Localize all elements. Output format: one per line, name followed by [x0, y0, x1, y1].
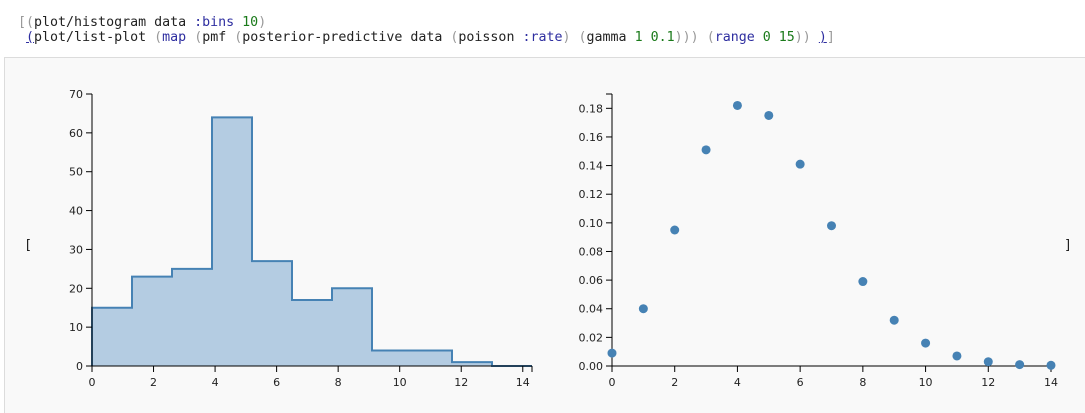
- x-tick-label: 4: [734, 376, 741, 389]
- y-tick-label: 0.04: [579, 303, 604, 316]
- scatter-point: [952, 351, 962, 361]
- y-tick-label: 30: [69, 243, 83, 256]
- code-token: ]: [826, 30, 835, 45]
- histogram-outline: [91, 116, 532, 367]
- x-tick-label: 0: [609, 376, 616, 389]
- code-token: [18, 30, 26, 45]
- code-line-2[interactable]: (plot/list-plot (map (pmf (posterior-pre…: [18, 30, 835, 46]
- code-token: (: [706, 30, 715, 45]
- y-tick-label: 50: [69, 166, 83, 179]
- code-token: ): [258, 15, 267, 30]
- scatter-point: [638, 304, 648, 314]
- output-cell: [ ] 0 10 20 30 40 50 60 70 0 2 4 6 8 10 12 14 0.00 0.02 0…: [4, 57, 1085, 413]
- code-token: gamma: [586, 30, 635, 45]
- x-tick-label: 10: [393, 376, 407, 389]
- x-tick-label: 10: [919, 376, 933, 389]
- code-token: 10: [242, 15, 259, 30]
- code-token: [234, 15, 242, 30]
- code-token: [811, 30, 819, 45]
- x-tick-label: 12: [454, 376, 468, 389]
- code-token: :rate: [522, 30, 563, 45]
- code-token: pmf: [202, 30, 235, 45]
- code-token: 15: [778, 30, 795, 45]
- code-token: )): [794, 30, 811, 45]
- code-token: (: [154, 30, 163, 45]
- y-tick-label: 70: [69, 88, 83, 101]
- code-line-1[interactable]: [(plot/histogram data :bins 10): [18, 15, 266, 31]
- code-token: [186, 30, 194, 45]
- code-token: (: [578, 30, 587, 45]
- scatter-point: [1046, 360, 1056, 370]
- y-tick-label: 60: [69, 127, 83, 140]
- y-tick-label: 0.02: [579, 331, 604, 344]
- scatter-point: [889, 315, 899, 325]
- code-token: 1: [634, 30, 643, 45]
- x-tick-label: 14: [516, 376, 530, 389]
- x-tick-label: 6: [797, 376, 804, 389]
- code-token: 0: [762, 30, 771, 45]
- scatter-point: [795, 159, 805, 169]
- code-token: [755, 30, 763, 45]
- code-token: range: [714, 30, 755, 45]
- code-token: ): [562, 30, 571, 45]
- y-tick-label: 0.10: [579, 217, 604, 230]
- code-token: poisson: [458, 30, 523, 45]
- scatter-point: [607, 348, 617, 358]
- code-token: (: [26, 30, 35, 45]
- y-tick-label: 20: [69, 282, 83, 295]
- y-tick-label: 0.00: [579, 360, 604, 373]
- x-tick-label: 2: [671, 376, 678, 389]
- code-token: ): [818, 30, 827, 45]
- code-token: [699, 30, 707, 45]
- scatter-point: [1015, 360, 1025, 370]
- code-token: [643, 30, 651, 45]
- code-token: 0.1: [650, 30, 675, 45]
- x-tick-label: 8: [335, 376, 342, 389]
- scatter-point: [670, 225, 680, 235]
- histogram-chart: 0 10 20 30 40 50 60 70 0 2 4 6 8 10 12 14: [69, 88, 533, 389]
- x-tick-label: 12: [981, 376, 995, 389]
- code-token: [771, 30, 779, 45]
- scatter-point: [858, 277, 868, 287]
- y-tick-label: 0.12: [579, 188, 604, 201]
- x-tick-label: 0: [89, 376, 96, 389]
- x-tick-label: 4: [212, 376, 219, 389]
- y-tick-label: 0.06: [579, 274, 604, 287]
- scatter-point: [921, 338, 931, 348]
- y-tick-label: 0.16: [579, 131, 604, 144]
- code-token: [571, 30, 579, 45]
- y-tick-label: 0.08: [579, 245, 604, 258]
- x-tick-label: 8: [859, 376, 866, 389]
- scatter-point: [732, 100, 742, 110]
- y-tick-label: 0.14: [579, 160, 604, 173]
- y-tick-label: 40: [69, 205, 83, 218]
- open-bracket: [: [24, 238, 33, 253]
- scatter-point: [983, 357, 993, 367]
- close-bracket: ]: [1064, 238, 1073, 253]
- scatter-chart: 0.00 0.02 0.04 0.06 0.08 0.10 0.12 0.14 0.16 0.18…: [579, 93, 1058, 389]
- scatter-point: [827, 221, 836, 231]
- code-token: (: [450, 30, 459, 45]
- code-token: map: [162, 30, 187, 45]
- code-token: (: [234, 30, 243, 45]
- scatter-point: [701, 145, 711, 155]
- y-tick-label: 10: [69, 321, 83, 334]
- code-token: posterior-predictive data: [242, 30, 451, 45]
- code-token: :bins: [194, 15, 235, 30]
- code-editor[interactable]: [(plot/histogram data :bins 10) (plot/li…: [0, 0, 1085, 56]
- code-token: plot/list-plot: [34, 30, 155, 45]
- code-token: (: [194, 30, 203, 45]
- x-tick-label: 6: [273, 376, 280, 389]
- code-token: ))): [674, 30, 699, 45]
- y-tick-label: 0.18: [579, 102, 604, 115]
- code-token: plot/histogram data: [34, 15, 195, 30]
- x-tick-label: 14: [1044, 376, 1058, 389]
- code-token: [(: [18, 15, 35, 30]
- histogram-area: [92, 117, 532, 366]
- scatter-point: [764, 110, 774, 120]
- x-tick-label: 2: [150, 376, 157, 389]
- y-tick-label: 0: [76, 360, 83, 373]
